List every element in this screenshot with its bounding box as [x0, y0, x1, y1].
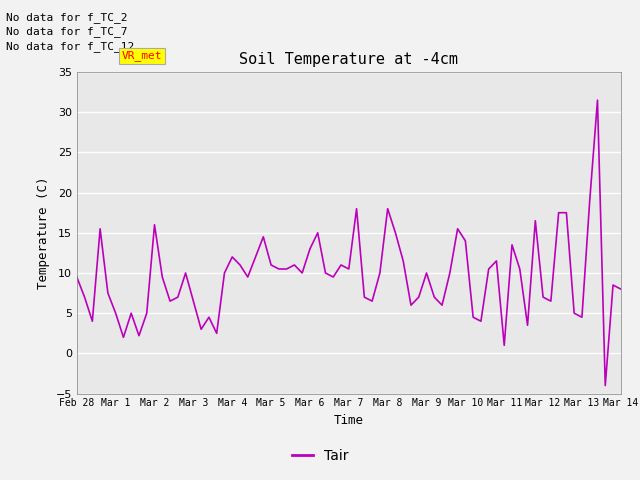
Text: No data for f_TC_12: No data for f_TC_12	[6, 41, 134, 52]
X-axis label: Time: Time	[334, 414, 364, 427]
Title: Soil Temperature at -4cm: Soil Temperature at -4cm	[239, 52, 458, 67]
Legend: Tair: Tair	[286, 443, 354, 468]
Text: VR_met: VR_met	[122, 50, 162, 61]
Y-axis label: Temperature (C): Temperature (C)	[37, 177, 50, 289]
Text: No data for f_TC_7: No data for f_TC_7	[6, 26, 128, 37]
Text: No data for f_TC_2: No data for f_TC_2	[6, 12, 128, 23]
